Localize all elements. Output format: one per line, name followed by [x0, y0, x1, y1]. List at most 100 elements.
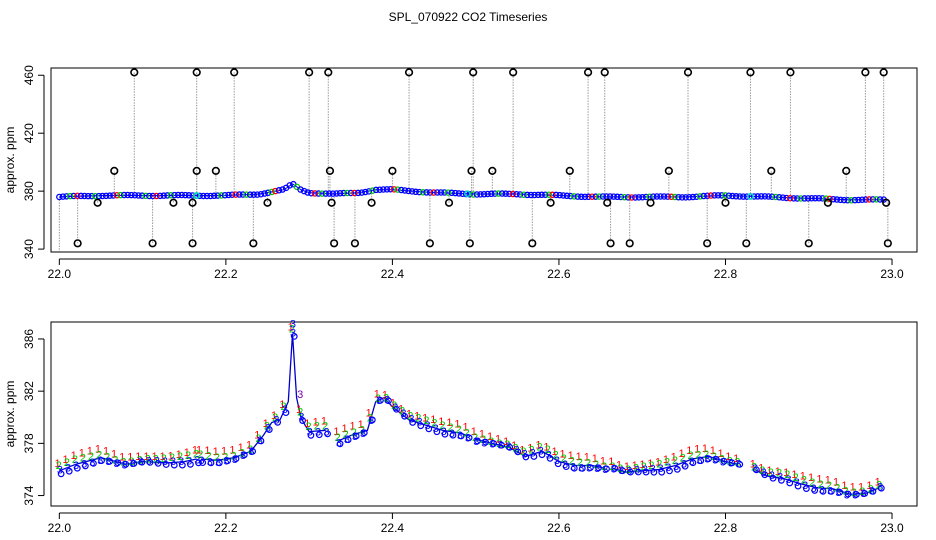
series-1-marker: 1: [717, 448, 723, 460]
series-1-marker: 1: [725, 451, 731, 463]
series-o-marker: [877, 484, 885, 492]
series-o-marker: [449, 431, 457, 439]
outlier-marker: [703, 239, 712, 248]
series-2-marker: 2: [88, 451, 94, 463]
bottom-x-tick-label: 22.0: [48, 521, 72, 535]
top-y-tick-label: 380: [22, 181, 36, 201]
series-o-marker: [344, 436, 352, 444]
series-2-marker: 2: [185, 450, 191, 462]
top-y-tick-label: 340: [22, 239, 36, 259]
series-1-marker: 1: [135, 451, 141, 463]
series-2-marker: 2: [104, 452, 110, 464]
baseline-point: [221, 191, 229, 199]
series-o-marker: [697, 457, 705, 465]
series-2-marker: 2: [456, 424, 462, 436]
baseline-point: [365, 188, 373, 195]
series-o-marker: [658, 468, 666, 476]
series-2-marker: 2: [512, 442, 518, 454]
baseline-point: [315, 190, 322, 197]
baseline-point: [866, 196, 873, 203]
baseline-point: [304, 189, 311, 196]
outlier-marker: [767, 166, 776, 175]
outlier-marker: [110, 166, 119, 175]
series-2-marker: 2: [423, 415, 429, 427]
series-2-marker: 2: [664, 457, 670, 469]
series-1-marker: 1: [750, 458, 756, 470]
series-1-marker: 1: [866, 480, 872, 492]
series-1-marker: 1: [127, 452, 133, 464]
baseline-point: [336, 189, 344, 197]
series-3-marker: 3: [207, 456, 213, 468]
top-plot-frame: [50, 67, 918, 253]
series-1-marker: 1: [246, 440, 252, 452]
series-3-marker: 3: [696, 455, 702, 467]
series-3-marker: 3: [752, 463, 758, 475]
series-1-marker: 1: [479, 429, 485, 441]
series-1-marker: 1: [63, 454, 69, 466]
series-1-marker: 1: [576, 451, 582, 463]
cyan-point: [193, 192, 201, 199]
series-2-marker: 2: [439, 420, 445, 432]
series-1-marker: 1: [263, 418, 269, 430]
series-1-marker: 1: [875, 477, 881, 489]
baseline-point: [797, 195, 805, 202]
baseline-point: [441, 189, 448, 196]
baseline-point: [329, 190, 337, 197]
series-2-marker: 2: [776, 468, 782, 480]
series-1-marker: 1: [678, 448, 684, 460]
series-1-marker: 1: [694, 443, 700, 455]
series-o-marker: [457, 432, 465, 440]
baseline-point: [502, 190, 509, 197]
series-2-marker: 2: [169, 452, 175, 464]
top-y-tick-label: 460: [22, 65, 36, 85]
baseline-point: [448, 189, 455, 197]
series-2-marker: 2: [553, 449, 559, 461]
series-1-marker: 1: [333, 426, 339, 438]
series-2-marker: 2: [297, 407, 303, 419]
series-1-marker: 1: [783, 467, 789, 479]
series-3-marker: 3: [376, 395, 382, 407]
series-3-marker: 3: [852, 490, 858, 502]
baseline-point: [131, 191, 139, 199]
baseline-point: [59, 193, 67, 200]
baseline-point: [92, 192, 99, 200]
series-o-marker: [90, 459, 97, 467]
series-3-marker: 3: [336, 437, 342, 449]
series-3-marker: 3: [105, 456, 111, 468]
baseline-point: [167, 191, 175, 199]
series-o-marker: [482, 438, 489, 446]
baseline-point: [430, 189, 437, 196]
series-3-marker: 3: [505, 441, 511, 453]
outlier-marker: [388, 166, 397, 175]
series-1-marker: 1: [304, 418, 310, 430]
outlier-marker: [467, 166, 476, 175]
baseline-point: [171, 191, 178, 199]
baseline-point: [70, 192, 77, 200]
baseline-point: [286, 182, 293, 189]
outlier-marker: [842, 166, 851, 175]
series-o-marker: [811, 487, 819, 494]
series-1-marker: 1: [825, 474, 831, 486]
series-3-marker: 3: [81, 458, 87, 470]
series-1-marker: 1: [766, 465, 772, 477]
series-1-marker: 1: [422, 412, 428, 424]
baseline-point: [66, 192, 74, 200]
baseline-point: [840, 196, 848, 204]
series-3-marker: 3: [273, 414, 279, 426]
baseline-point: [794, 195, 801, 202]
series-2-marker: 2: [826, 480, 832, 492]
series-1-marker: 1: [119, 451, 125, 463]
series-2-marker: 2: [784, 469, 790, 481]
baseline-point: [714, 192, 722, 199]
series-2-marker: 2: [407, 410, 413, 422]
series-2-marker: 2: [431, 417, 437, 429]
series-3-marker: 3: [514, 444, 520, 456]
bottom-x-axis: 22.0 22.2 22.4 22.6 22.8 23.0: [48, 512, 904, 535]
baseline-point: [196, 192, 203, 200]
series-3-line: [59, 457, 197, 472]
series-2-marker: 2: [768, 467, 774, 479]
baseline-point: [516, 191, 524, 198]
series-1-marker: 1: [600, 456, 606, 468]
series-1-marker: 1: [616, 459, 622, 471]
series-3-marker: 3: [736, 459, 742, 471]
